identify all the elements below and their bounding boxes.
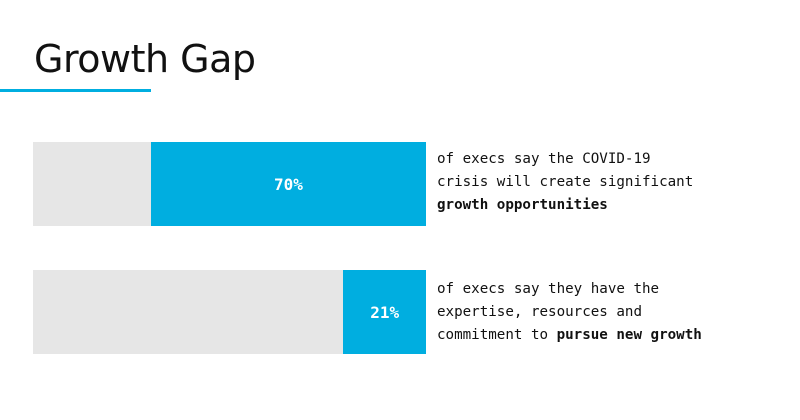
description-line: of execs say the COVID-19 (437, 148, 787, 171)
title-underline (0, 89, 151, 92)
bar-track-2: 21% (33, 270, 426, 354)
bar-track-1: 70% (33, 142, 426, 226)
bar-value-label-2: 21% (370, 302, 400, 322)
description-line: commitment to pursue new growth (437, 324, 787, 347)
description-text: of execs say the COVID-19 (437, 151, 651, 167)
description-text: of execs say they have the (437, 281, 660, 297)
bar-fill-1: 70% (150, 142, 426, 226)
description-line: crisis will create significant (437, 171, 787, 194)
description-line: of execs say they have the (437, 278, 787, 301)
description-emphasis: pursue new growth (556, 327, 702, 343)
description-text: crisis will create significant (437, 174, 694, 190)
page-title: Growth Gap (34, 37, 256, 81)
description-text: expertise, resources and (437, 304, 642, 320)
description-emphasis: growth opportunities (437, 197, 608, 213)
bar-fill-2: 21% (343, 270, 426, 354)
bar-value-label-1: 70% (274, 174, 303, 194)
bar-description-1: of execs say the COVID-19 crisis will cre… (437, 148, 787, 217)
description-line: growth opportunities (437, 194, 787, 217)
description-line: expertise, resources and (437, 301, 787, 324)
description-text: commitment to (437, 327, 557, 343)
bar-description-2: of execs say they have the expertise, res… (437, 278, 787, 347)
